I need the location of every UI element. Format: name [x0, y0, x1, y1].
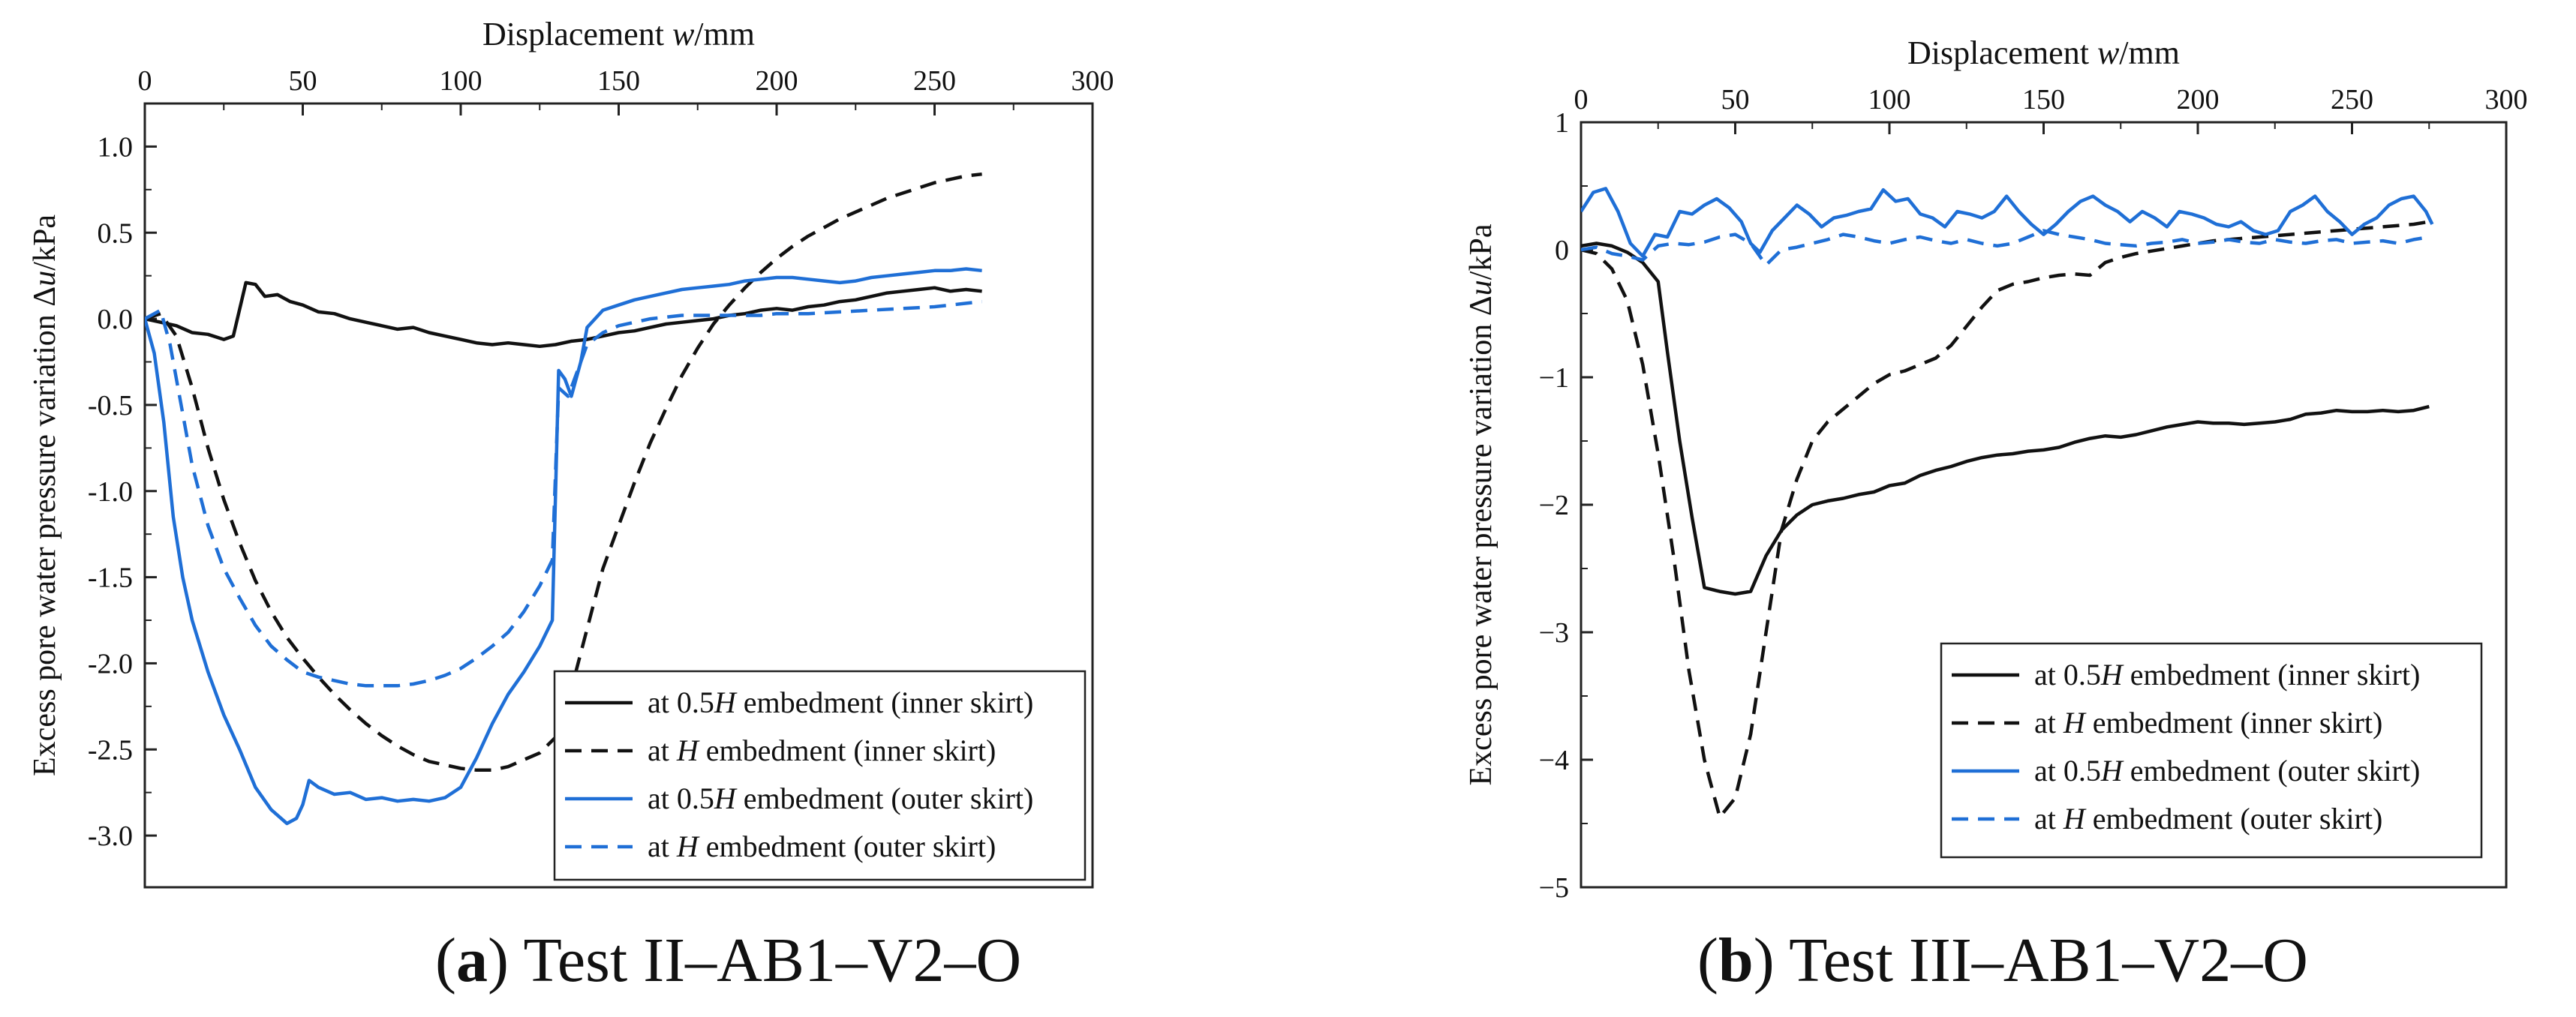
y-tick-label: −3	[1539, 617, 1569, 649]
x-tick-label: 300	[1072, 65, 1114, 97]
series-line-4	[145, 299, 982, 688]
y-tick-label: 0.5	[98, 218, 134, 249]
legend-label-4: at H embedment (outer skirt)	[2034, 802, 2382, 836]
legend-label-2: at H embedment (inner skirt)	[648, 734, 996, 767]
y-tick-label: 1.0	[98, 131, 134, 163]
x-tick-label: 200	[756, 65, 798, 97]
x-tick-label: 50	[1721, 84, 1750, 116]
series-line-4	[1581, 229, 2430, 267]
x-tick-label: 0	[138, 65, 152, 97]
y-tick-label: −2	[1539, 490, 1569, 521]
legend-label-3: at 0.5H embedment (outer skirt)	[2034, 754, 2420, 788]
x-tick-label: 200	[2177, 84, 2220, 116]
legend: at 0.5H embedment (inner skirt) at H embe…	[553, 670, 1087, 881]
caption-b-letter: b	[1718, 926, 1754, 995]
y-tick-label: -1.0	[88, 476, 133, 508]
x-tick-label: 250	[913, 65, 956, 97]
legend-label-4: at H embedment (outer skirt)	[648, 830, 996, 863]
x-tick-label: 100	[1868, 84, 1911, 116]
series-line-2	[1581, 220, 2430, 819]
x-tick-label: 0	[1574, 84, 1589, 116]
chart-panel-b: 0 50 100 150 200 250 30010−1−2−3−4−5Displaceme…	[1464, 34, 2528, 904]
caption-a-text: Test II–AB1–V2–O	[508, 926, 1022, 995]
x-tick-label: 250	[2331, 84, 2373, 116]
legend-label-2: at H embedment (inner skirt)	[2034, 706, 2382, 740]
legend: at 0.5H embedment (inner skirt) at H embe…	[1940, 642, 2483, 859]
legend-label-1: at 0.5H embedment (inner skirt)	[2034, 658, 2420, 692]
chart-panel-a: 0 50 100 150 200 250 300 1.0 0.5 0.0 -0.5 -1.0 -1.5 -…	[28, 16, 1114, 889]
x-axis-title: Displacement w/mm	[1907, 34, 2180, 71]
legend-box	[1940, 642, 2483, 859]
y-tick-label: -2.5	[88, 734, 133, 766]
x-tick-label: 150	[2022, 84, 2065, 116]
y-tick-label: −5	[1539, 872, 1569, 904]
x-tick-label: 150	[597, 65, 640, 97]
y-tick-label: 0.0	[98, 304, 134, 335]
x-axis-title: Displacement w/mm	[482, 16, 755, 52]
y-tick-label: -0.5	[88, 390, 133, 422]
series-line-1	[145, 280, 982, 349]
x-tick-label: 300	[2485, 84, 2528, 116]
y-tick-label: -1.5	[88, 562, 133, 594]
legend-label-1: at 0.5H embedment (inner skirt)	[648, 686, 1033, 719]
y-axis-title: Excess pore water pressure variation Δu/…	[28, 214, 62, 776]
series-line-3	[1581, 187, 2434, 258]
y-tick-label: 0	[1555, 235, 1569, 266]
caption-b: (b) Test III–AB1–V2–O	[1697, 926, 2308, 995]
series-line-1	[1581, 242, 2430, 596]
series-line-3	[145, 267, 982, 826]
legend-box	[553, 670, 1087, 881]
y-tick-label: -2.0	[88, 648, 133, 680]
y-tick-label: −1	[1539, 362, 1569, 394]
caption-a-letter: a	[455, 926, 488, 995]
y-axis-title: Excess pore water pressure variation Δu/…	[1464, 224, 1498, 785]
legend-label-3: at 0.5H embedment (outer skirt)	[648, 782, 1033, 815]
y-tick-label: 1	[1555, 107, 1569, 139]
caption-b-text: Test III–AB1–V2–O	[1774, 926, 2308, 995]
y-tick-label: −4	[1539, 745, 1569, 776]
x-tick-label: 100	[440, 65, 482, 97]
caption-a: (a) Test II–AB1–V2–O	[435, 926, 1022, 995]
x-tick-label: 50	[289, 65, 317, 97]
y-tick-label: -3.0	[88, 820, 133, 852]
